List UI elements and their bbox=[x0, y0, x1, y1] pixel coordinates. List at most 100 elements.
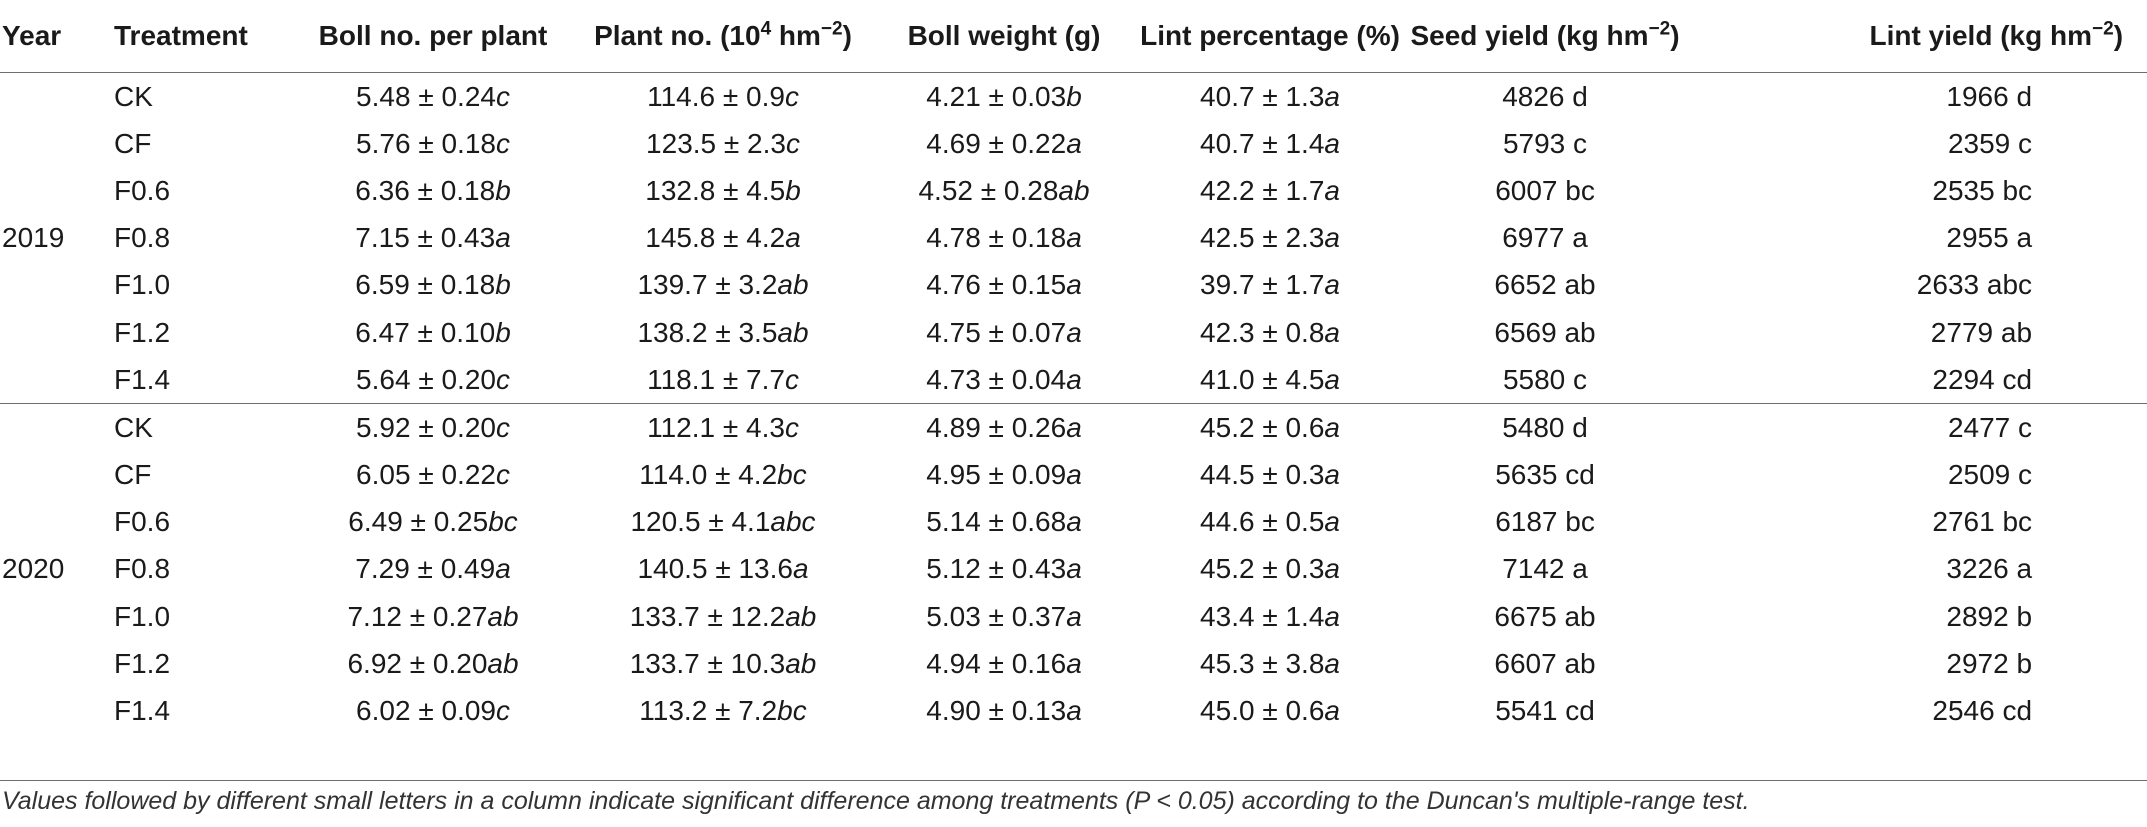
value: 114.6 ± 0.9 bbox=[647, 80, 785, 112]
value: 5.14 ± 0.68 bbox=[926, 506, 1067, 538]
value: 5.48 ± 0.24 bbox=[356, 80, 496, 112]
significance-letter: a bbox=[1066, 316, 1082, 348]
boll-no-cell: 5.48 ± 0.24c bbox=[293, 73, 573, 121]
significance-letter: a bbox=[1066, 363, 1082, 395]
table-row: F1.0 6.59 ± 0.18b 139.7 ± 3.2ab 4.76 ± 0.15… bbox=[0, 262, 2147, 309]
significance-letter: c bbox=[495, 363, 510, 395]
boll-weight-cell: 4.75 ± 0.07a bbox=[873, 309, 1135, 356]
treatment-cell: F0.8 bbox=[114, 222, 171, 254]
lint-percentage-cell: 42.3 ± 0.8a bbox=[1135, 309, 1405, 356]
significance-letter: a bbox=[1324, 411, 1340, 443]
significance-letter: b bbox=[495, 174, 511, 206]
treatment-cell: F1.2 bbox=[114, 316, 171, 348]
significance-letter: a bbox=[1066, 411, 1082, 443]
significance-letter: ab bbox=[777, 269, 809, 301]
boll-weight-cell: 4.90 ± 0.13a bbox=[873, 687, 1135, 734]
value: 7.29 ± 0.49 bbox=[355, 553, 496, 585]
lint-yield-cell: 2509 c bbox=[1947, 459, 2033, 491]
boll-weight-header: Boll weight (g) bbox=[873, 0, 1136, 73]
lint-yield-cell: 3226 a bbox=[1946, 553, 2033, 585]
value: 145.8 ± 4.2 bbox=[645, 222, 786, 254]
value: 139.7 ± 3.2 bbox=[637, 269, 778, 301]
table-row: F1.2 6.47 ± 0.10b 138.2 ± 3.5ab 4.75 ± 0.07… bbox=[0, 309, 2147, 356]
plant-no-cell: 118.1 ± 7.7c bbox=[573, 356, 874, 405]
lint-percentage-cell: 45.2 ± 0.6a bbox=[1135, 404, 1405, 452]
significance-letter: a bbox=[1324, 363, 1340, 395]
seed-yield-cell: 7142 a bbox=[1502, 553, 1588, 585]
value: 6.92 ± 0.20 bbox=[347, 647, 488, 679]
table-body: 2019 CK 5.48 ± 0.24c 114.6 ± 0.9c 4.21 ± 0.0… bbox=[0, 73, 2147, 735]
significance-letter: a bbox=[1324, 459, 1340, 491]
lint-yield-cell: 2359 c bbox=[1947, 127, 2033, 159]
treatment-cell: F0.6 bbox=[114, 506, 171, 538]
boll-weight-cell: 4.95 ± 0.09a bbox=[873, 452, 1135, 499]
value: 112.1 ± 4.3 bbox=[647, 411, 785, 443]
year-header: Year bbox=[2, 20, 62, 51]
boll-no-header: Boll no. per plant bbox=[293, 0, 574, 73]
lint-yield-cell: 2761 bc bbox=[1932, 506, 2033, 538]
treatment-cell: CF bbox=[114, 127, 152, 159]
value: 39.7 ± 1.7 bbox=[1200, 269, 1325, 301]
treatment-cell: F1.0 bbox=[114, 269, 171, 301]
lint-yield-cell: 1966 d bbox=[1946, 80, 2033, 112]
lint-yield-cell: 2477 c bbox=[1947, 411, 2033, 443]
significance-letter: a bbox=[1324, 506, 1340, 538]
value: 40.7 ± 1.4 bbox=[1200, 127, 1325, 159]
value: 5.92 ± 0.20 bbox=[356, 411, 496, 443]
significance-letter: abc bbox=[770, 506, 816, 538]
lint-percentage-cell: 43.4 ± 1.4a bbox=[1135, 593, 1405, 640]
boll-no-cell: 6.92 ± 0.20ab bbox=[293, 640, 573, 687]
lint-percentage-cell: 45.2 ± 0.3a bbox=[1135, 546, 1405, 593]
seed-yield-cell: 6607 ab bbox=[1494, 647, 1596, 679]
boll-no-cell: 5.92 ± 0.20c bbox=[293, 404, 573, 452]
value: 4.21 ± 0.03 bbox=[926, 80, 1067, 112]
significance-letter: c bbox=[495, 127, 510, 159]
significance-letter: a bbox=[1324, 80, 1340, 112]
plant-no-cell: 112.1 ± 4.3c bbox=[573, 404, 873, 452]
value: 4.89 ± 0.26 bbox=[926, 411, 1067, 443]
lint-percentage-cell: 44.5 ± 0.3a bbox=[1135, 452, 1405, 499]
significance-letter: a bbox=[1324, 316, 1340, 348]
significance-letter: a bbox=[1324, 647, 1340, 679]
boll-no-cell: 6.05 ± 0.22c bbox=[293, 452, 573, 499]
lint-percentage-cell: 40.7 ± 1.3a bbox=[1135, 73, 1405, 121]
boll-weight-cell: 4.52 ± 0.28ab bbox=[873, 167, 1135, 214]
boll-weight-cell: 4.21 ± 0.03b bbox=[873, 73, 1135, 121]
plant-no-cell: 132.8 ± 4.5b bbox=[573, 167, 873, 214]
table-row: 2020 CK 5.92 ± 0.20c 112.1 ± 4.3c 4.89 ± 0.2… bbox=[0, 404, 2147, 584]
significance-letter: c bbox=[784, 411, 799, 443]
boll-weight-cell: 5.03 ± 0.37a bbox=[873, 593, 1135, 640]
value: 132.8 ± 4.5 bbox=[645, 174, 786, 206]
boll-weight-cell: 4.73 ± 0.04a bbox=[873, 356, 1136, 405]
significance-letter: a bbox=[792, 553, 809, 585]
value: 6.36 ± 0.18 bbox=[355, 174, 496, 206]
significance-letter: a bbox=[1066, 553, 1082, 585]
plant-no-cell: 114.6 ± 0.9c bbox=[573, 73, 873, 121]
significance-letter: a bbox=[1066, 600, 1082, 632]
significance-letter: bc bbox=[777, 695, 807, 727]
seed-yield-cell: 6675 ab bbox=[1494, 600, 1596, 632]
significance-letter: a bbox=[1324, 127, 1340, 159]
significance-letter: bc bbox=[488, 506, 518, 538]
boll-no-cell: 7.12 ± 0.27ab bbox=[293, 593, 573, 640]
significance-letter: a bbox=[1324, 553, 1340, 585]
seed-yield-cell: 5635 cd bbox=[1495, 459, 1595, 491]
table-row: F1.0 7.12 ± 0.27ab 133.7 ± 12.2ab 5.03 ± 0.… bbox=[0, 593, 2147, 640]
significance-letter: a bbox=[1066, 506, 1082, 538]
value: 138.2 ± 3.5 bbox=[637, 316, 778, 348]
significance-letter: a bbox=[1066, 127, 1082, 159]
significance-letter: a bbox=[1324, 222, 1340, 254]
lint-percentage-cell: 42.2 ± 1.7a bbox=[1135, 167, 1405, 214]
value: 4.90 ± 0.13 bbox=[926, 695, 1067, 727]
value: 43.4 ± 1.4 bbox=[1200, 600, 1325, 632]
seed-yield-cell: 4826 d bbox=[1502, 80, 1588, 112]
boll-weight-cell: 4.69 ± 0.22a bbox=[873, 120, 1135, 167]
table-row: F1.2 6.92 ± 0.20ab 133.7 ± 10.3ab 4.94 ± 0.… bbox=[0, 640, 2147, 687]
seed-yield-cell: 6977 a bbox=[1502, 222, 1588, 254]
significance-letter: a bbox=[495, 222, 511, 254]
value: 5.03 ± 0.37 bbox=[926, 600, 1067, 632]
value: 5.64 ± 0.20 bbox=[356, 363, 496, 395]
lint-yield-cell: 2294 cd bbox=[1685, 356, 2147, 405]
table-row: F0.8 7.29 ± 0.49a 140.5 ± 13.6a 5.12 ± 0.43… bbox=[0, 546, 2147, 593]
plant-no-cell: 113.2 ± 7.2bc bbox=[573, 687, 873, 734]
